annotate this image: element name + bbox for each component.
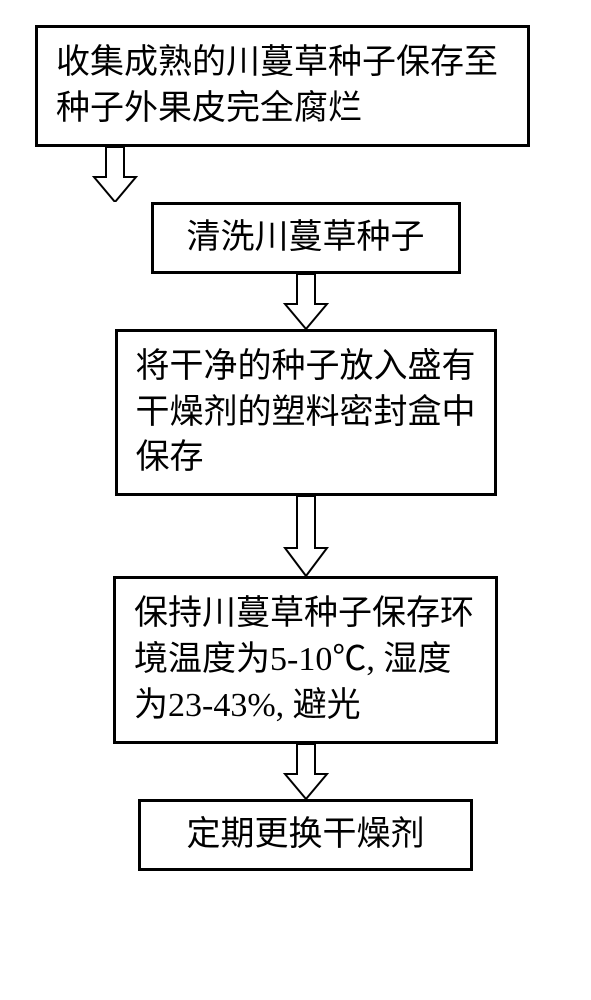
step-text: 将干净的种子放入盛有干燥剂的塑料密封盒中保存 bbox=[136, 348, 476, 477]
flowchart-step-5: 定期更换干燥剂 bbox=[138, 799, 473, 871]
flowchart-container: 收集成熟的川蔓草种子保存至种子外果皮完全腐烂 清洗川蔓草种子 将干净的种子放入盛… bbox=[35, 25, 556, 871]
step-text: 定期更换干燥剂 bbox=[187, 816, 425, 853]
step-text: 保持川蔓草种子保存环境温度为5-10℃, 湿度为23-43%, 避光 bbox=[134, 595, 474, 724]
center-group: 清洗川蔓草种子 将干净的种子放入盛有干燥剂的塑料密封盒中保存 保持川蔓草种子保存… bbox=[35, 202, 556, 871]
arrow-4-wrap bbox=[55, 744, 556, 799]
arrow-down-icon bbox=[281, 744, 331, 799]
arrow-down-icon bbox=[281, 274, 331, 329]
step-text: 清洗川蔓草种子 bbox=[187, 219, 425, 256]
arrow-1-wrap bbox=[90, 147, 591, 202]
arrow-down-icon bbox=[90, 147, 140, 202]
step-text: 收集成熟的川蔓草种子保存至种子外果皮完全腐烂 bbox=[56, 44, 498, 127]
flowchart-step-1: 收集成熟的川蔓草种子保存至种子外果皮完全腐烂 bbox=[35, 25, 530, 147]
arrow-down-icon bbox=[281, 496, 331, 576]
flowchart-step-2: 清洗川蔓草种子 bbox=[151, 202, 461, 274]
flowchart-step-3: 将干净的种子放入盛有干燥剂的塑料密封盒中保存 bbox=[115, 329, 497, 497]
arrow-3-wrap bbox=[55, 496, 556, 576]
flowchart-step-4: 保持川蔓草种子保存环境温度为5-10℃, 湿度为23-43%, 避光 bbox=[113, 576, 498, 744]
arrow-2-wrap bbox=[55, 274, 556, 329]
